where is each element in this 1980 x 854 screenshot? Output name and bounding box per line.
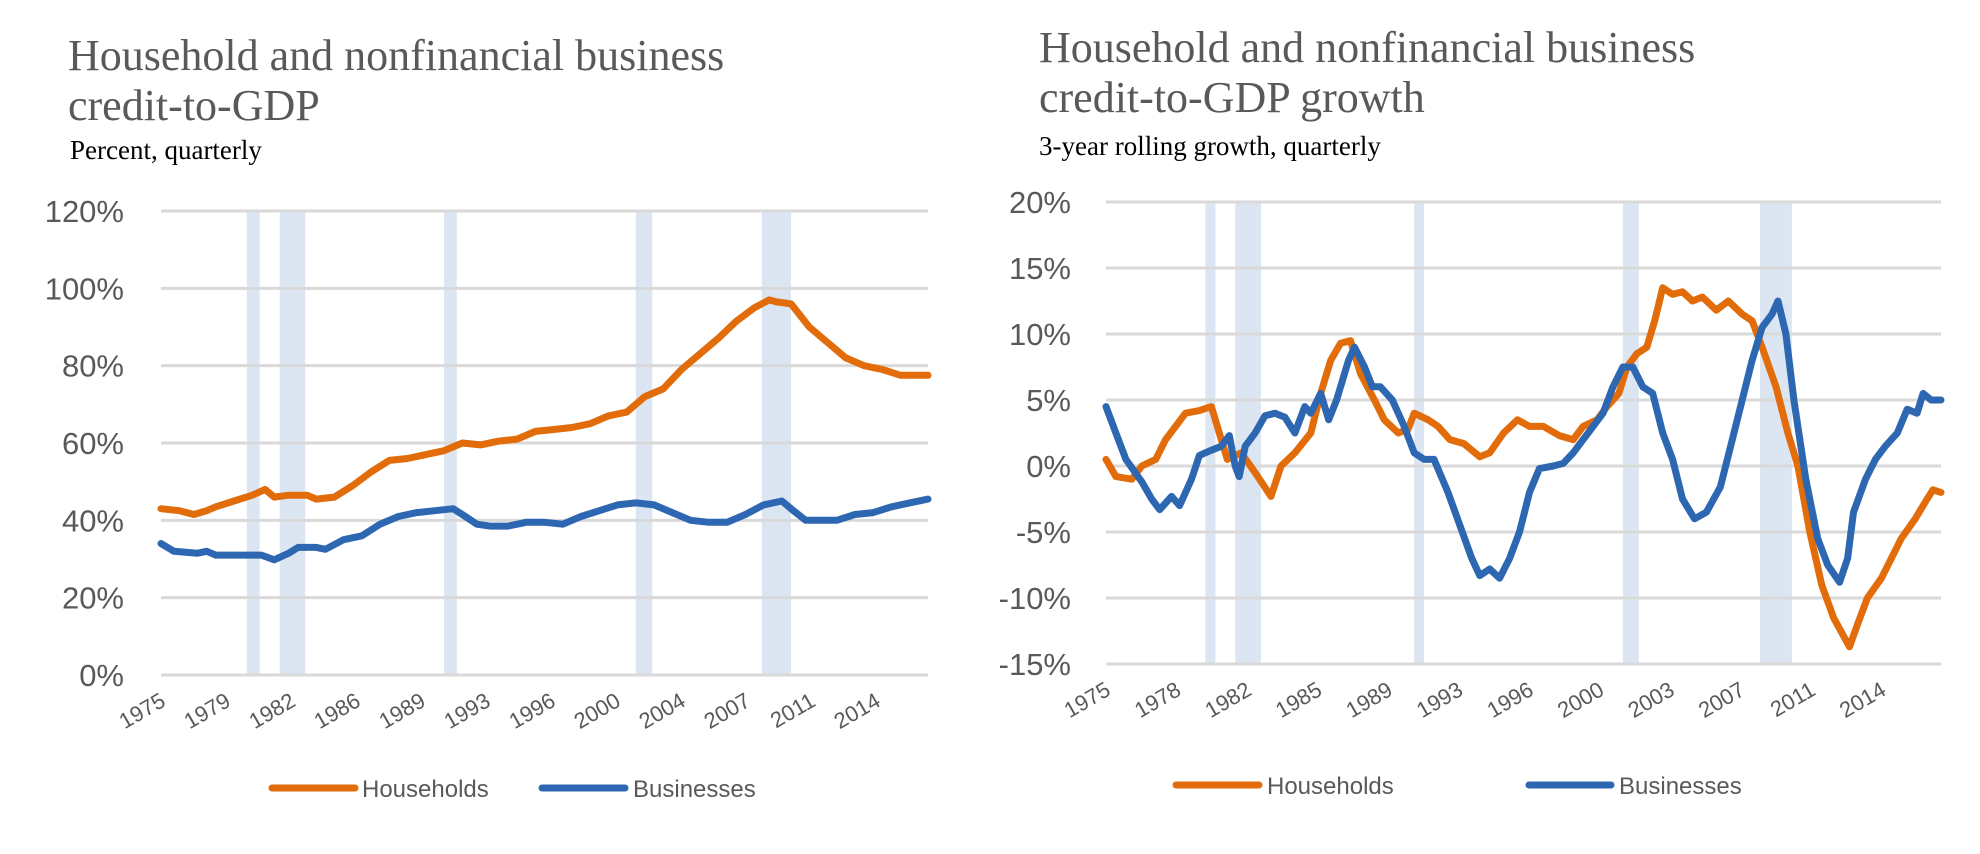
legend: Households Businesses [1172,773,1742,800]
x-tick-label: 2000 [570,688,625,734]
chart-title-line2: credit-to-GDP growth [1039,73,1425,122]
y-tick-label: -10% [999,581,1071,616]
recession-band [1414,202,1425,664]
series-line-businesses [157,495,932,564]
y-tick-label: -5% [1016,515,1071,550]
x-tick-label: 1979 [180,688,235,734]
chart-right: Household and nonfinancial business cred… [999,23,1945,800]
x-tick-label: 1993 [1412,677,1467,723]
legend-label-households: Households [362,776,489,803]
legend-label-businesses: Businesses [633,776,756,803]
chart-title-line2: credit-to-GDP [68,81,320,130]
legend: Households Businesses [268,776,756,803]
x-tick-label: 2003 [1624,677,1679,723]
y-tick-label: 10% [1009,317,1071,352]
series-line-households [157,296,932,518]
x-tick-label: 1985 [1271,677,1326,723]
recession-band [1622,202,1639,664]
x-tick-label: 1975 [1060,677,1115,723]
x-tick-label: 2011 [766,688,819,733]
x-tick-label: 2011 [1766,677,1819,722]
plot-area: 0%20%40%60%80%100%120%1975 1979 1982 1986 19… [45,194,932,734]
chart-subtitle: 3-year rolling growth, quarterly [1039,131,1381,161]
recession-band [1205,202,1216,664]
x-tick-label: 2007 [1694,677,1749,723]
x-tick-label: 1978 [1130,677,1185,723]
chart-subtitle: Percent, quarterly [70,135,262,165]
series-line-businesses [1102,297,1945,586]
y-tick-label: 5% [1026,383,1071,418]
y-tick-label: 0% [79,658,124,693]
y-tick-label: 80% [62,349,124,384]
x-tick-label: 2014 [830,688,885,734]
x-tick-label: 1982 [245,688,300,734]
y-tick-label: 20% [62,581,124,616]
plot-area: -15% -10% -5% 0% 5% 10% 15% 20% 1975 1978 1982 1985… [999,185,1945,723]
x-tick-label: 2014 [1835,677,1890,723]
x-tick-label: 2000 [1553,677,1608,723]
x-tick-label: 1996 [1483,677,1538,723]
legend-label-businesses: Businesses [1619,773,1742,800]
y-tick-label: 40% [62,503,124,538]
x-tick-label: 2007 [700,688,755,734]
y-tick-label: 120% [45,194,124,229]
x-tick-label: 1975 [115,688,170,734]
y-tick-label: 20% [1009,185,1071,220]
x-tick-label: 1982 [1201,677,1256,723]
x-tick-label: 1993 [440,688,495,734]
x-tick-label: 1986 [310,688,365,734]
x-tick-label: 2004 [635,688,690,734]
y-tick-label: 60% [62,426,124,461]
x-tick-label: 1989 [1342,677,1397,723]
y-tick-label: 100% [45,271,124,306]
y-tick-label: 0% [1026,449,1071,484]
y-tick-label: 15% [1009,251,1071,286]
legend-label-households: Households [1267,773,1394,800]
chart-title-line1: Household and nonfinancial business [68,31,724,80]
chart-left: Household and nonfinancial business cred… [45,31,932,803]
x-tick-label: 1989 [375,688,430,734]
chart-title-line1: Household and nonfinancial business [1039,23,1695,72]
y-tick-label: -15% [999,647,1071,682]
x-tick-label: 1996 [505,688,560,734]
